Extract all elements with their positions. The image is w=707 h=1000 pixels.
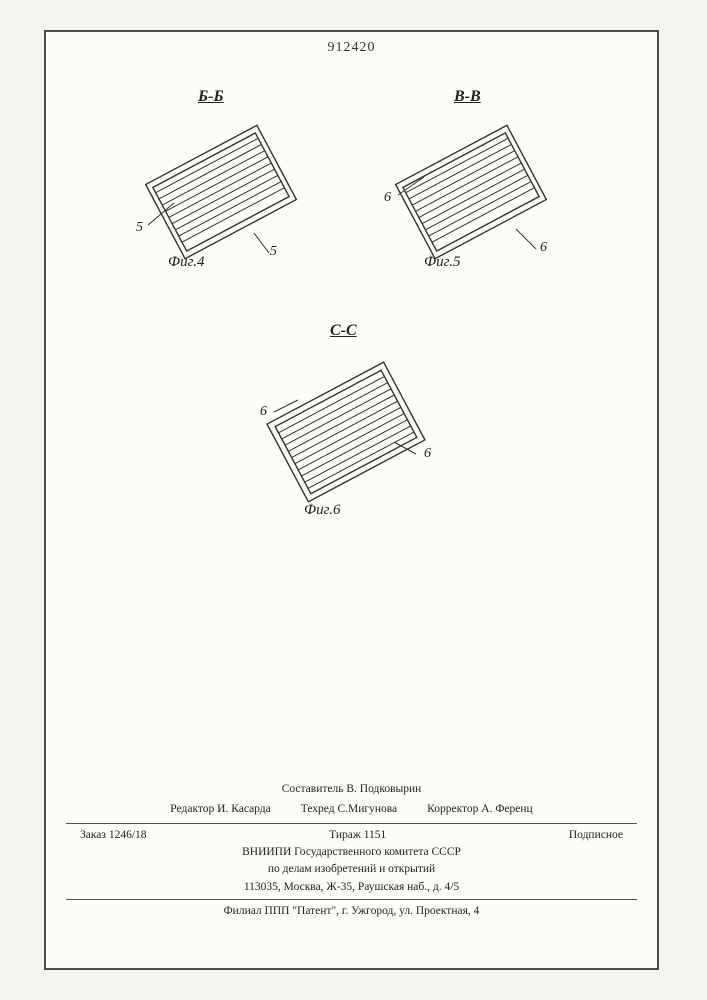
tirazh-num: 1151 [364, 829, 387, 841]
org-line-1: ВНИИПИ Государственного комитета СССР [46, 844, 657, 861]
techred-label: Техред [301, 803, 335, 815]
page-content: 912420 Б-Б [46, 32, 657, 968]
fig4-ref-left: 5 [136, 220, 143, 236]
techred-name: С.Мигунова [337, 803, 397, 815]
corrector-name: А. Ференц [481, 803, 532, 815]
footer-block: Составитель В. Подковырин Редактор И. Ка… [46, 781, 657, 920]
editor-name: И. Касарда [217, 803, 271, 815]
fig6-label: Фиг.6 [304, 502, 340, 519]
order-label: Заказ [80, 829, 106, 841]
fig5-ref-right: 6 [540, 240, 547, 256]
fig5-ref-left: 6 [384, 190, 391, 206]
corrector-label: Корректор [427, 803, 478, 815]
address-1: 113035, Москва, Ж-35, Раушская наб., д. … [46, 879, 657, 896]
order-num: 1246/18 [109, 829, 147, 841]
fig6-ref-left: 6 [260, 404, 267, 420]
subscription: Подписное [569, 827, 623, 844]
fig4-label: Фиг.4 [168, 254, 204, 271]
section-title-vv: В-В [454, 88, 481, 106]
fig4-ref-right: 5 [270, 244, 277, 260]
compiler-label: Составитель [282, 783, 344, 795]
figure-5 [376, 107, 566, 277]
fig5-label: Фиг.5 [424, 254, 460, 271]
document-number: 912420 [46, 40, 657, 56]
compiler-name: В. Подковырин [346, 783, 421, 795]
figure-4 [126, 107, 316, 277]
fig6-ref-right: 6 [424, 446, 431, 462]
section-title-cc: С-С [330, 322, 357, 340]
branch-line: Филиал ППП "Патент", г. Ужгород, ул. Про… [46, 903, 657, 920]
page-frame: 912420 Б-Б [44, 30, 659, 970]
editor-label: Редактор [170, 803, 214, 815]
tirazh-label: Тираж [329, 829, 361, 841]
figure-6 [246, 342, 446, 522]
org-line-2: по делам изобретений и открытий [46, 861, 657, 878]
section-title-bb: Б-Б [198, 88, 224, 106]
